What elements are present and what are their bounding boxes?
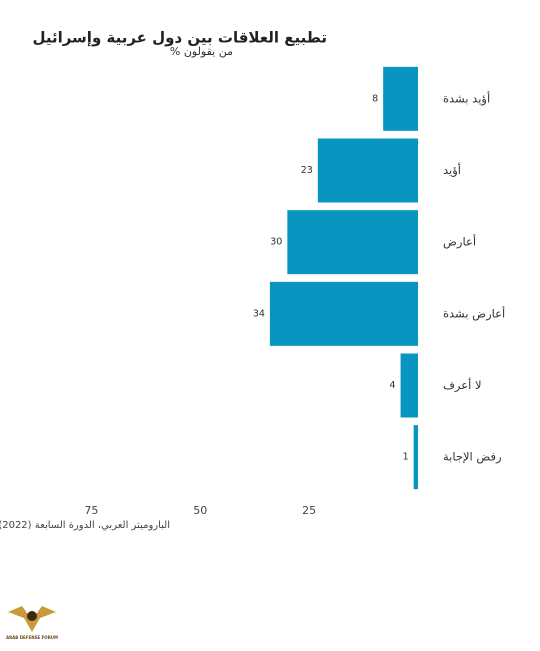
logo-emblem <box>8 606 56 632</box>
bar <box>383 66 418 131</box>
logo-emblem <box>27 611 37 621</box>
bar <box>287 210 418 275</box>
value-label: 23 <box>301 165 313 176</box>
chart-title: تطبيع العلاقات بين دول عربية وإسرائيل <box>32 29 327 47</box>
value-label: 8 <box>372 93 378 104</box>
value-label: 4 <box>390 380 396 391</box>
value-label: 34 <box>253 308 265 319</box>
chart-subtitle: % من يقولون <box>170 45 233 58</box>
bar <box>413 425 418 490</box>
category-label: أعارض <box>443 234 476 250</box>
category-label: أعارض بشدة <box>443 305 505 321</box>
category-label: أؤيد بشدة <box>443 90 490 106</box>
category-label: رفض الإجابة <box>443 450 502 465</box>
source-note: الباروميتر العربي، الدورة السابعة (2022) <box>0 520 170 531</box>
bar <box>269 281 418 346</box>
logo: ARAB DEFENSE FORUM <box>6 606 58 640</box>
value-label: 30 <box>270 237 282 248</box>
category-label: أؤيد <box>443 162 461 178</box>
x-tick-label: 25 <box>302 504 316 517</box>
bar <box>317 138 418 203</box>
logo-text: ARAB DEFENSE FORUM <box>6 635 58 640</box>
x-tick-label: 50 <box>193 504 207 517</box>
bar <box>400 353 418 418</box>
x-tick-label: 75 <box>84 504 98 517</box>
value-label: 1 <box>403 452 409 463</box>
category-label: لا أعرف <box>443 377 482 393</box>
